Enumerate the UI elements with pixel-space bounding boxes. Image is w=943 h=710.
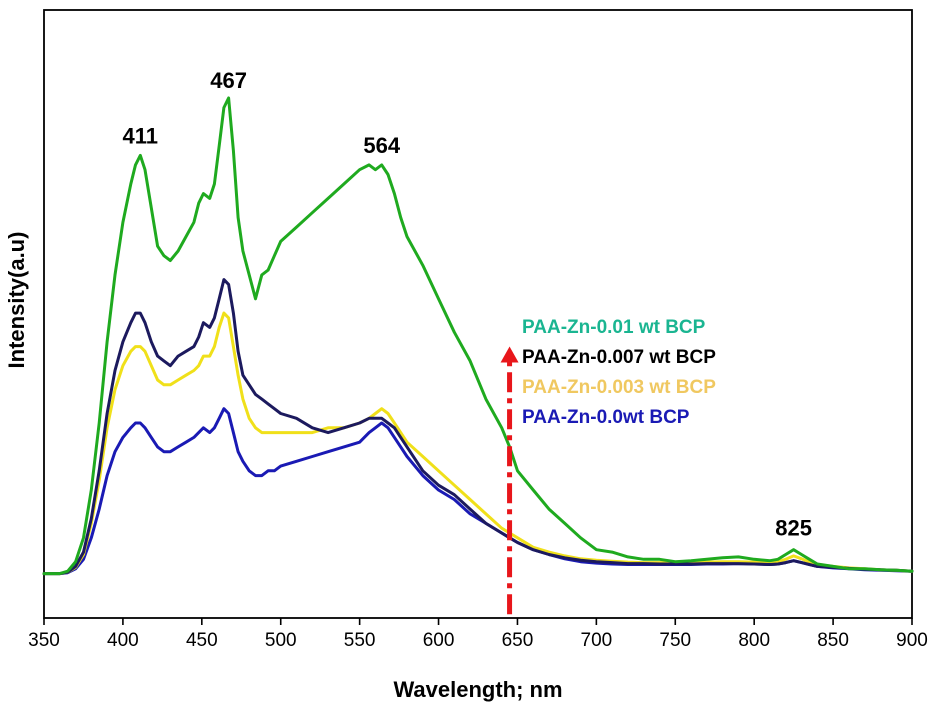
x-axis-title: Wavelength; nm [393,677,562,702]
peak-label-825: 825 [775,516,812,541]
legend-entry-0: PAA-Zn-0.01 wt BCP [522,317,706,338]
x-tick-label-450: 450 [186,630,218,651]
plot-frame [43,9,913,619]
x-tick-label-800: 800 [738,630,770,651]
arrow-layer [500,346,519,615]
x-tick-label-700: 700 [581,630,613,651]
y-axis-title: Intensity(a.u) [4,232,29,369]
x-tick-label-600: 600 [423,630,455,651]
peak-label-411: 411 [123,123,159,148]
peak-label-564: 564 [363,133,400,158]
x-tick-label-400: 400 [107,630,139,651]
arrow-head [500,346,519,363]
peak-label-467: 467 [210,68,247,93]
legend-entry-2: PAA-Zn-0.003 wt BCP [522,377,716,398]
x-tick-label-900: 900 [896,630,928,651]
x-axis-ticks: 350 400 450 500 550 600 650 700 750 800 850 900 [28,618,928,651]
series-line-1 [42,278,914,576]
legend-entry-1: PAA-Zn-0.007 wt BCP [522,347,716,368]
annotation-layer: 411 467 564 825 [123,68,812,541]
x-tick-label-850: 850 [817,630,849,651]
legend-entry-3: PAA-Zn-0.0wt BCP [522,407,690,428]
x-tick-label-750: 750 [659,630,691,651]
legend: PAA-Zn-0.01 wt BCP PAA-Zn-0.007 wt BCP PAA… [522,317,716,428]
x-tick-label-650: 650 [502,630,534,651]
x-tick-label-550: 550 [344,630,376,651]
series-layer [42,96,914,576]
series-line-0 [42,96,914,576]
series-line-3 [42,407,914,576]
x-tick-label-500: 500 [265,630,297,651]
x-tick-label-350: 350 [28,630,60,651]
